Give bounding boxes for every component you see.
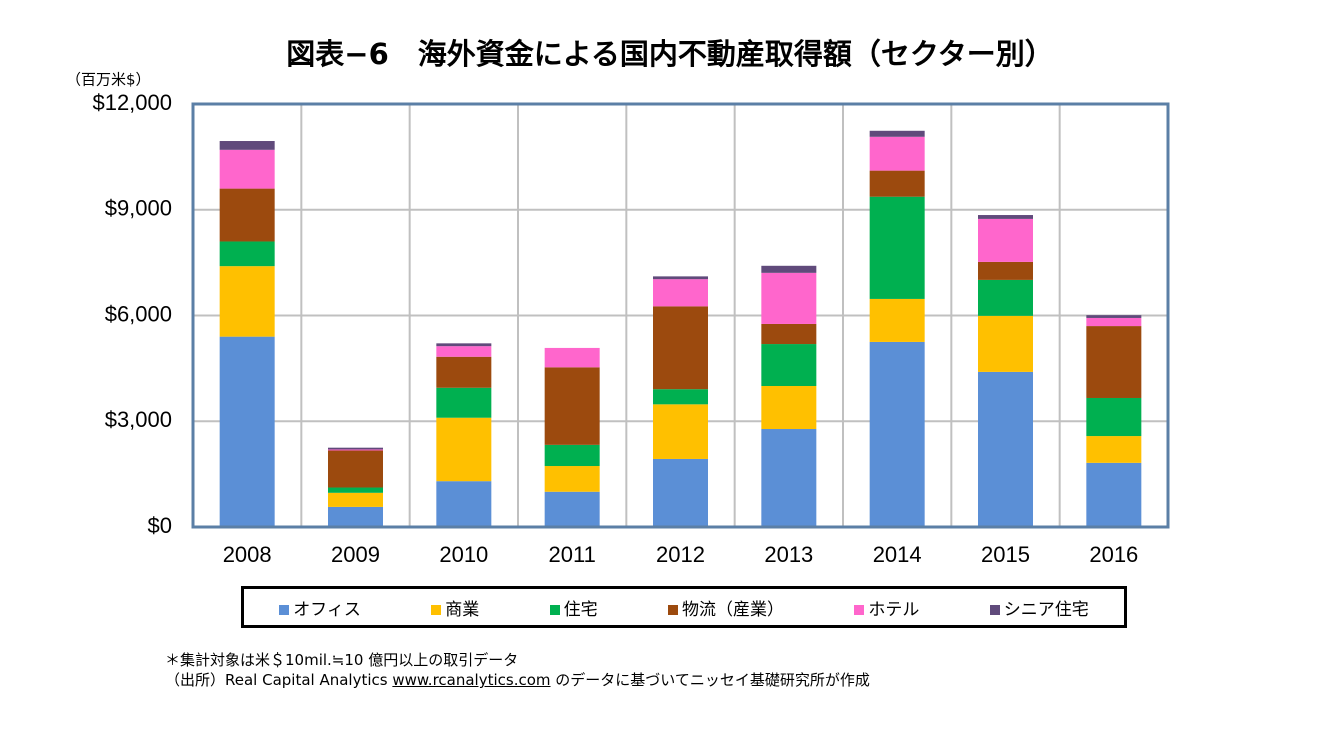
plot-border (191, 102, 1170, 529)
bar-segment (544, 466, 600, 492)
legend-swatch (431, 604, 442, 615)
bar-segment (436, 481, 492, 527)
bar-segment (328, 492, 383, 507)
bar-segment (978, 215, 1033, 219)
bar-segment (653, 389, 708, 405)
bar-segment (869, 130, 925, 137)
bar-segment (978, 371, 1033, 527)
x-tick-label: 2012 (656, 542, 705, 567)
source-link[interactable]: www.rcanalytics.com (392, 671, 551, 689)
bar-segment (653, 458, 708, 527)
bar-segment (219, 241, 275, 267)
bar-segment (869, 341, 925, 527)
source: （出所）Real Capital Analytics www.rcanalyti… (165, 670, 870, 690)
chart: 図表−6 海外資金による国内不動産取得額（セクター別） （百万米$） $0 $3,… (66, 37, 1170, 567)
bar-segment (328, 506, 383, 527)
bar-segment (436, 346, 492, 357)
bar-segment (1086, 317, 1142, 327)
bar-segment (1086, 436, 1142, 463)
bar-segment (761, 323, 817, 345)
bar-segment (219, 188, 275, 242)
bar-segment (653, 306, 708, 390)
bar-segment (328, 447, 383, 450)
legend: オフィス 商業 住宅 物流（産業） ホテル シニア住宅 (241, 586, 1127, 628)
bar-segment (869, 298, 925, 342)
bar-segment (219, 141, 275, 150)
y-tick-label: $0 (148, 513, 172, 538)
legend-item: 商業 (431, 595, 479, 620)
bar-segment (761, 344, 817, 386)
legend-item: ホテル (854, 595, 919, 620)
bar-segment (544, 444, 600, 467)
legend-label: 物流（産業） (681, 599, 784, 620)
source-prefix: （出所）Real Capital Analytics (165, 671, 388, 689)
legend-item: オフィス (279, 595, 361, 620)
y-tick-label: $3,000 (105, 407, 172, 432)
bar-segment (653, 276, 708, 280)
x-tick-label: 2008 (223, 542, 272, 567)
chart-title: 図表−6 海外資金による国内不動産取得額（セクター別） (286, 37, 1053, 71)
legend-label: 商業 (445, 599, 480, 620)
bar-segment (436, 356, 492, 388)
bar-segment (328, 487, 383, 493)
bar-segment (436, 343, 492, 347)
legend-swatch (667, 604, 678, 615)
bar-segment (544, 367, 600, 445)
bar-segment (978, 218, 1033, 262)
legend-swatch (989, 604, 1000, 615)
bar-segment (544, 347, 600, 368)
bar-segment (1086, 326, 1142, 398)
bar-segment (219, 149, 275, 189)
y-tick-label: $9,000 (105, 196, 172, 221)
bar-segment (653, 404, 708, 459)
bar-segment (869, 196, 925, 299)
legend-swatch (279, 604, 290, 615)
bar-segment (1086, 462, 1142, 527)
legend-item: 物流（産業） (667, 595, 784, 620)
bar-segment (328, 450, 383, 488)
bar-segment (1086, 315, 1142, 318)
bar-segment (869, 136, 925, 171)
bar-segment (761, 265, 817, 273)
legend-label: 住宅 (563, 599, 598, 620)
legend-label: シニア住宅 (1003, 599, 1089, 620)
x-tick-label: 2014 (873, 542, 922, 567)
bar-segment (653, 279, 708, 307)
legend-item: 住宅 (549, 595, 598, 620)
source-suffix: のデータに基づいてニッセイ基礎研究所が作成 (555, 671, 870, 689)
bar-segment (219, 336, 275, 527)
legend-swatch (549, 604, 560, 615)
legend-label: オフィス (293, 599, 361, 620)
y-tick-label: $6,000 (105, 301, 172, 326)
bar-segment (869, 170, 925, 197)
legend-item: シニア住宅 (989, 595, 1089, 620)
x-tick-label: 2016 (1089, 542, 1138, 567)
bar-segment (1086, 397, 1142, 437)
bar-segment (761, 429, 817, 527)
x-tick-label: 2011 (549, 542, 596, 567)
legend-swatch (854, 604, 865, 615)
bar-segment (436, 387, 492, 418)
bar-segment (219, 266, 275, 337)
bar-segment (544, 491, 600, 527)
bar-segment (761, 272, 817, 324)
bar-segment (978, 261, 1033, 280)
bar-segment (978, 279, 1033, 316)
y-unit-label: （百万米$） (66, 71, 151, 89)
bar-segment (328, 449, 383, 451)
bar-segment (761, 386, 817, 430)
bar-segment (436, 417, 492, 482)
x-tick-label: 2009 (331, 542, 380, 567)
note: ＊集計対象は米＄10mil.≒10 億円以上の取引データ (165, 651, 519, 669)
x-tick-label: 2015 (981, 542, 1030, 567)
notes: ＊集計対象は米＄10mil.≒10 億円以上の取引データ （出所）Real Ca… (165, 650, 870, 690)
y-tick-label: $12,000 (92, 90, 172, 115)
legend-label: ホテル (868, 599, 920, 620)
bar-segment (978, 315, 1033, 372)
x-tick-label: 2010 (439, 542, 488, 567)
x-tick-label: 2013 (764, 542, 813, 567)
